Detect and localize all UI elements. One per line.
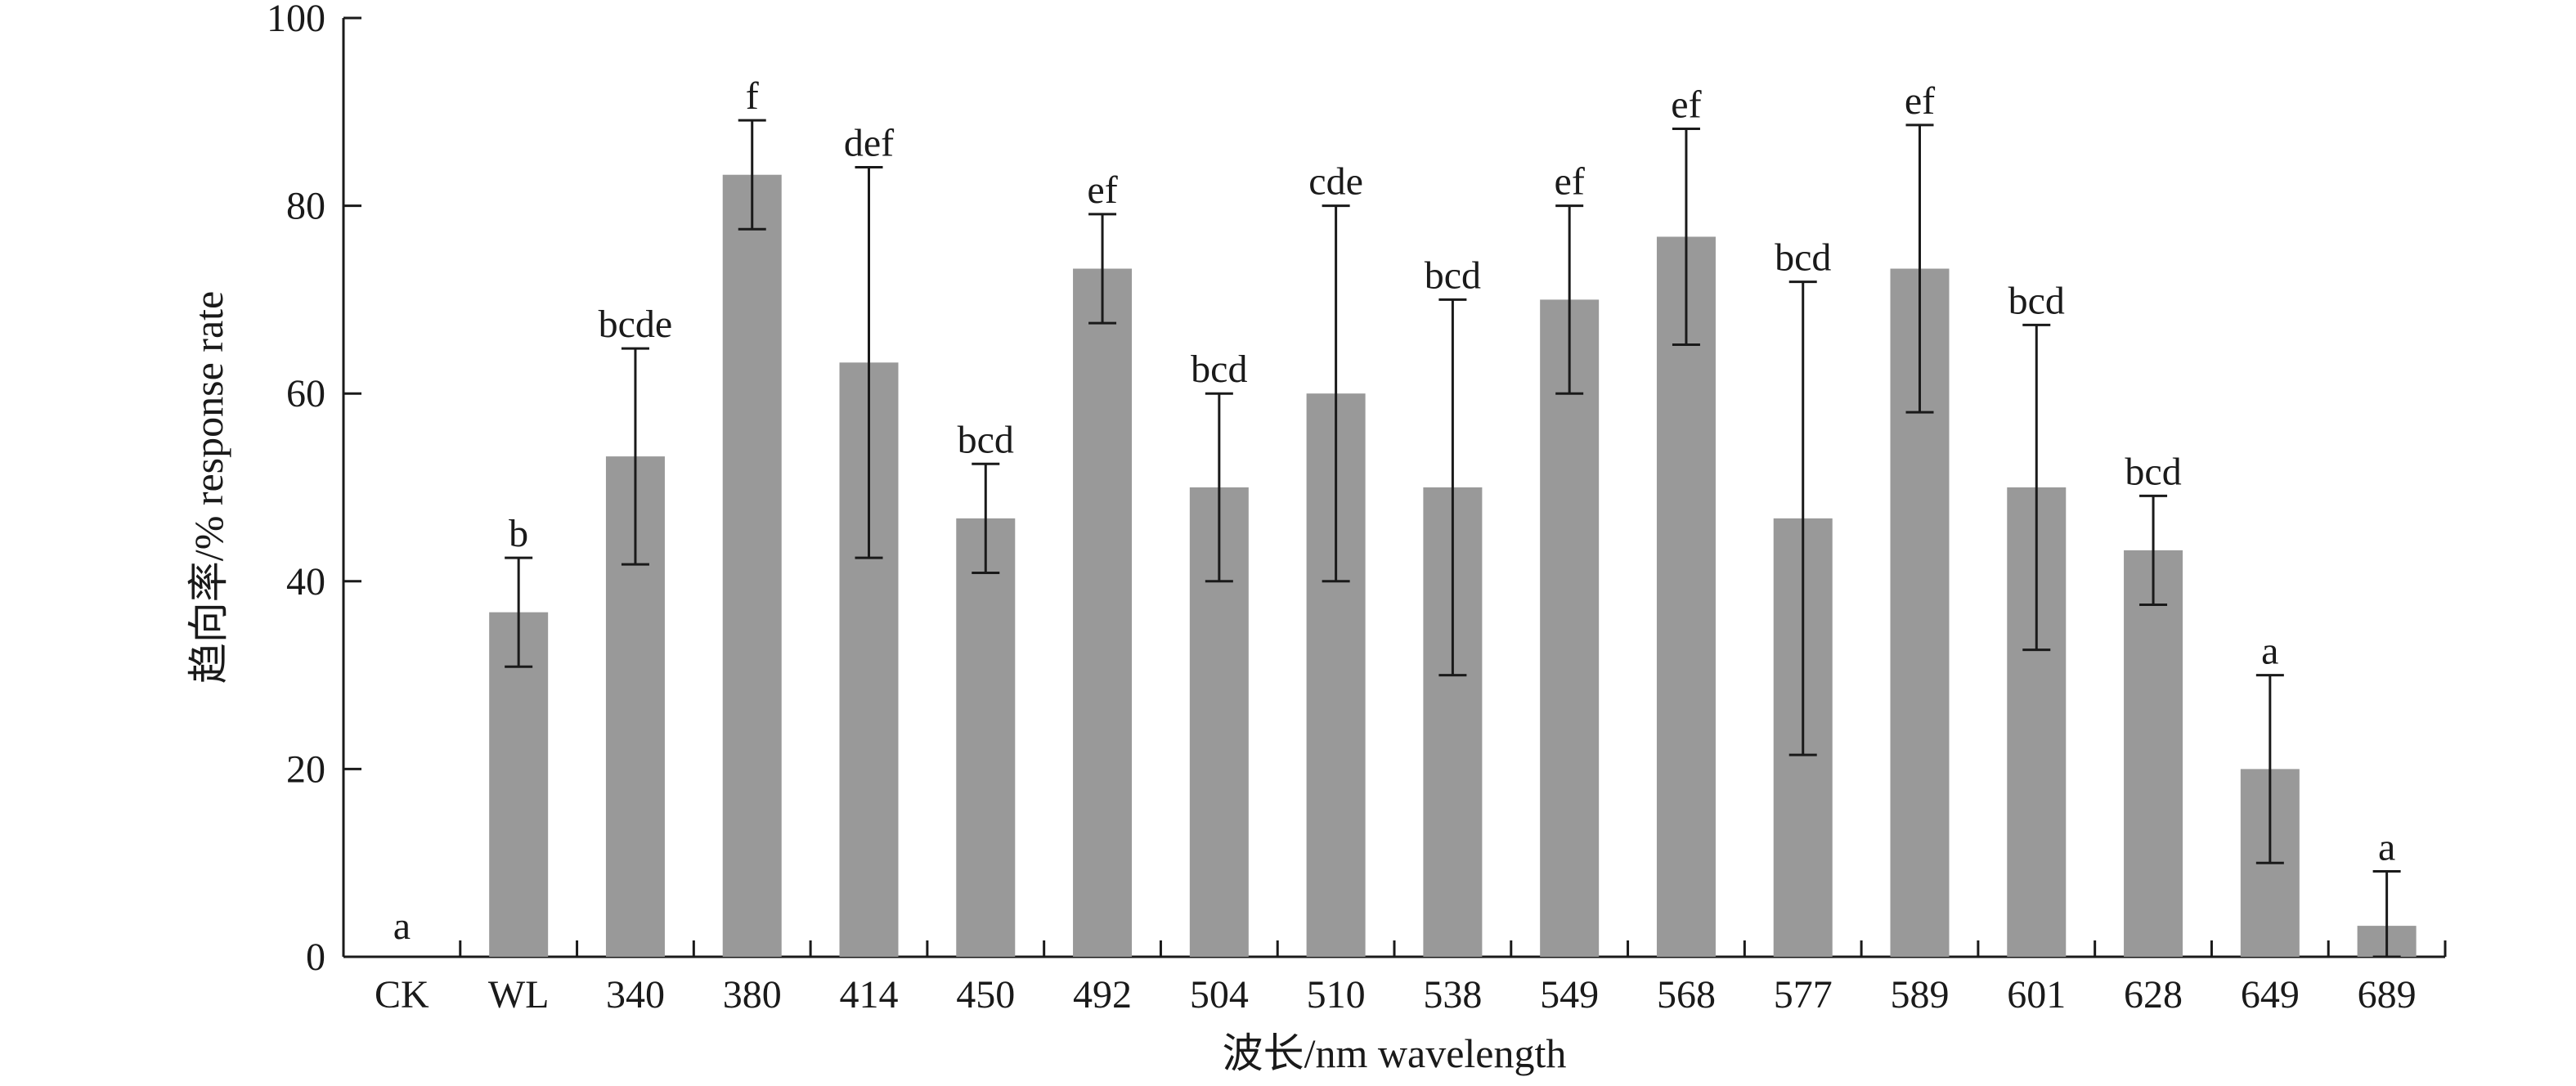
y-tick-label: 20	[286, 747, 325, 791]
x-tick-label: 689	[2358, 973, 2417, 1016]
error-bars	[505, 119, 2401, 958]
error-bar	[972, 462, 1000, 574]
x-tick-label: 589	[1891, 973, 1950, 1016]
error-bar	[621, 347, 649, 566]
error-bar	[1555, 204, 1584, 395]
error-bar	[2139, 494, 2168, 606]
x-tick-label: 649	[2241, 973, 2300, 1016]
axes	[342, 16, 2447, 958]
error-bar	[1905, 123, 1934, 414]
x-tick-label: 568	[1657, 973, 1716, 1016]
significance-letter: ef	[1555, 160, 1585, 204]
y-tick-label: 80	[286, 185, 325, 228]
x-tick-label: 450	[956, 973, 1015, 1016]
y-tick-label: 60	[286, 372, 325, 415]
y-tick-label: 100	[267, 0, 325, 40]
error-bar	[2372, 870, 2401, 958]
significance-letter: bcd	[2008, 279, 2065, 322]
x-tick-label: 510	[1307, 973, 1366, 1016]
significance-letter: bcd	[958, 418, 1014, 461]
error-bar	[505, 556, 533, 668]
error-bar	[1088, 213, 1117, 325]
x-tick-label: 492	[1073, 973, 1132, 1016]
x-tick-label: 549	[1540, 973, 1599, 1016]
error-bar	[1788, 280, 1817, 756]
significance-letter: a	[393, 904, 411, 948]
x-tick-label: 538	[1423, 973, 1482, 1016]
error-bar	[1672, 127, 1700, 347]
significance-letter: a	[2261, 630, 2278, 673]
significance-letter: cde	[1308, 160, 1363, 204]
x-axis-title: 波长/nm wavelength	[1223, 1030, 1567, 1076]
y-tick-labels: 0 20 40 60 80 100	[267, 0, 325, 979]
bar	[956, 518, 1016, 957]
error-bar	[2255, 674, 2284, 864]
error-bar	[1205, 392, 1233, 583]
error-bar	[1322, 204, 1350, 583]
significance-letter: ef	[1671, 83, 1701, 126]
x-tick-labels: CK WL 340 380 414 450 492 504 510 538 549 568 577 589…	[375, 973, 2417, 1016]
significance-letter: a	[2378, 826, 2395, 869]
bar	[1656, 236, 1716, 957]
x-tick-label: 577	[1774, 973, 1833, 1016]
x-tick-label: 628	[2124, 973, 2183, 1016]
x-tick-label: 601	[2007, 973, 2066, 1016]
significance-letter: f	[746, 74, 759, 118]
significance-letter: bcd	[2125, 450, 2181, 493]
y-axis-title: 趋向率/% response rate	[186, 291, 231, 684]
error-bar	[1438, 298, 1467, 677]
significance-letter: def	[844, 122, 894, 165]
significance-letters: abbcdefdefbcdefbcdcdebcdefefbcdefbcdbcda…	[393, 74, 2396, 948]
bar	[722, 174, 782, 957]
error-bar	[738, 119, 766, 231]
x-tick-label: 340	[606, 973, 665, 1016]
significance-letter: ef	[1905, 79, 1935, 123]
bar	[1540, 299, 1600, 957]
x-tick-label: 504	[1190, 973, 1249, 1016]
significance-letter: bcd	[1775, 236, 1831, 280]
bar	[1073, 268, 1133, 957]
x-tick-label: 380	[723, 973, 782, 1016]
x-tick-label: WL	[488, 973, 550, 1016]
y-tick-label: 40	[286, 560, 325, 604]
significance-letter: bcd	[1191, 348, 1247, 391]
bar	[489, 612, 549, 957]
significance-letter: bcde	[599, 303, 673, 346]
bar	[2124, 550, 2183, 957]
y-tick-label: 0	[306, 936, 325, 979]
x-tick-label: CK	[375, 973, 429, 1016]
significance-letter: bcd	[1425, 254, 1481, 297]
x-tick-label: 414	[840, 973, 899, 1016]
error-bar	[2022, 323, 2051, 652]
error-bar	[855, 166, 883, 559]
significance-letter: b	[509, 512, 528, 555]
significance-letter: ef	[1087, 168, 1117, 212]
